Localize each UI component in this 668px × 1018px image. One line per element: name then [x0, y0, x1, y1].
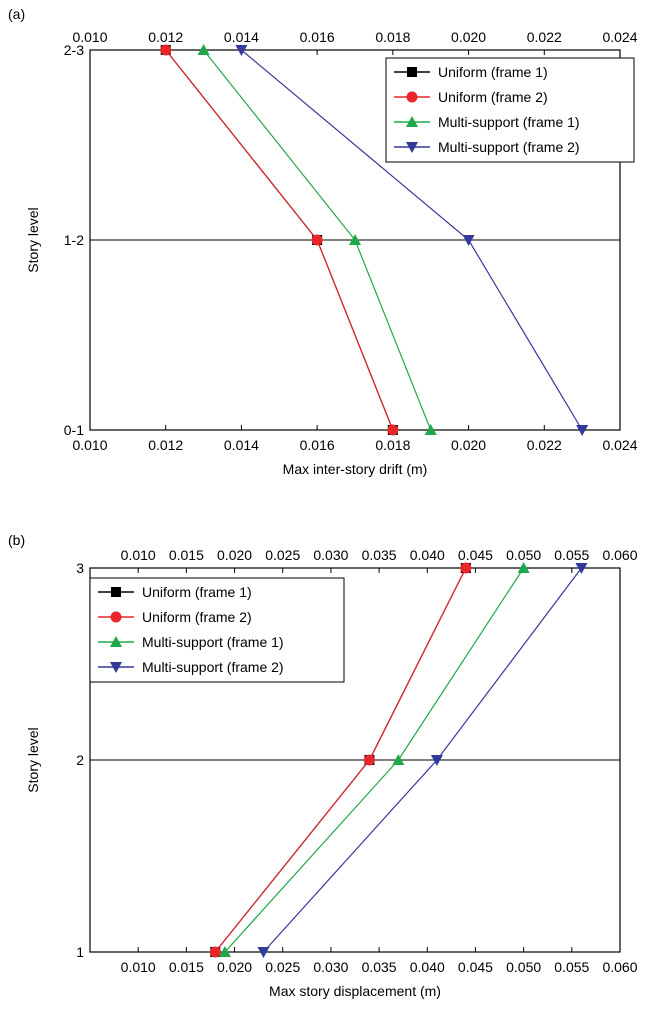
x-tick-label-bottom: 0.060 [602, 959, 637, 975]
y-tick-label: 2-3 [64, 42, 84, 58]
series-4-point [576, 425, 589, 436]
x-tick-label-bottom: 0.020 [217, 959, 252, 975]
x-tick-label-bottom: 0.010 [121, 959, 156, 975]
legend-entry: Uniform (frame 1) [142, 584, 252, 600]
x-tick-label-top: 0.020 [451, 29, 486, 45]
x-tick-label-bottom: 0.025 [265, 959, 300, 975]
x-tick-label-top: 0.045 [458, 547, 493, 563]
series-3-point [197, 44, 210, 55]
series-2-point [460, 562, 472, 574]
legend-marker [110, 662, 122, 673]
x-tick-label-bottom: 0.022 [527, 437, 562, 453]
x-tick-label-top: 0.040 [410, 547, 445, 563]
series-4-point [462, 235, 475, 246]
x-tick-label-top: 0.050 [506, 547, 541, 563]
y-tick-label: 2 [76, 752, 84, 768]
x-tick-label-bottom: 0.018 [375, 437, 410, 453]
x-tick-label-top: 0.035 [362, 547, 397, 563]
x-tick-label-bottom: 0.014 [224, 437, 259, 453]
series-3-point [517, 562, 530, 573]
x-axis-title: Max story displacement (m) [269, 983, 441, 999]
legend-entry: Uniform (frame 1) [438, 64, 548, 80]
legend-marker [406, 91, 418, 103]
x-tick-label-bottom: 0.020 [451, 437, 486, 453]
x-tick-label-top: 0.025 [265, 547, 300, 563]
legend-marker [110, 636, 122, 647]
legend-entry: Multi-support (frame 1) [142, 634, 284, 650]
panel-label-a: (a) [8, 6, 26, 22]
x-tick-label-bottom: 0.012 [148, 437, 183, 453]
x-tick-label-top: 0.060 [602, 547, 637, 563]
y-tick-label: 3 [76, 560, 84, 576]
legend-marker [407, 67, 417, 77]
y-tick-label: 1-2 [64, 232, 84, 248]
legend-box [89, 577, 345, 683]
x-tick-label-top: 0.016 [300, 29, 335, 45]
legend-entry: Multi-support (frame 2) [142, 659, 284, 675]
x-tick-label-top: 0.022 [527, 29, 562, 45]
series-4-point [430, 755, 443, 766]
chart-a: 0.010 0.010 0.012 0.012 0.014 0.014 0.016 0.016… [25, 29, 638, 477]
y-axis-title: Story level [25, 727, 41, 792]
x-tick-label-top: 0.055 [554, 547, 589, 563]
x-tick-label-top: 0.012 [148, 29, 183, 45]
x-tick-label-bottom: 0.016 [300, 437, 335, 453]
legend-entry: Multi-support (frame 1) [438, 114, 580, 130]
y-tick-label: 0-1 [64, 422, 84, 438]
x-tick-label-top: 0.024 [602, 29, 637, 45]
series-2-point [160, 44, 172, 56]
series-3-point [349, 234, 361, 245]
legend-entry: Multi-support (frame 2) [438, 139, 580, 155]
x-tick-label-bottom: 0.055 [554, 959, 589, 975]
x-tick-label-bottom: 0.030 [313, 959, 348, 975]
legend-box [385, 57, 635, 163]
legend-marker [406, 116, 418, 127]
series-2-point [387, 424, 399, 436]
x-tick-label-bottom: 0.035 [362, 959, 397, 975]
chart-b: 0.010 0.010 0.015 0.015 0.020 0.020 0.025 0.025… [25, 547, 638, 999]
series-3-point [218, 946, 231, 957]
y-tick-label: 1 [76, 944, 84, 960]
legend-marker [406, 142, 418, 153]
x-tick-label-top: 0.018 [375, 29, 410, 45]
series-4-point [235, 45, 248, 56]
series-2-point [209, 946, 221, 958]
series-4-point [257, 947, 270, 958]
series-3-point [392, 754, 405, 765]
x-tick-label-bottom: 0.040 [410, 959, 445, 975]
x-tick-label-bottom: 0.024 [602, 437, 637, 453]
x-tick-label-bottom: 0.050 [506, 959, 541, 975]
x-tick-label-top: 0.015 [169, 547, 204, 563]
x-tick-label-top: 0.010 [72, 29, 107, 45]
legend-entry: Uniform (frame 2) [438, 89, 548, 105]
x-tick-label-bottom: 0.010 [72, 437, 107, 453]
x-tick-label-bottom: 0.015 [169, 959, 204, 975]
panel-label-b: (b) [8, 532, 26, 548]
x-axis-title: Max inter-story drift (m) [283, 461, 428, 477]
x-tick-label-top: 0.010 [121, 547, 156, 563]
y-axis-title: Story level [25, 207, 41, 272]
series-3-point [424, 424, 437, 435]
series-4-point [575, 563, 588, 574]
x-tick-label-top: 0.030 [313, 547, 348, 563]
legend-marker [110, 611, 122, 623]
x-tick-label-top: 0.014 [224, 29, 259, 45]
x-tick-label-top: 0.020 [217, 547, 252, 563]
legend-marker [111, 587, 121, 597]
series-2-point [311, 234, 323, 246]
series-2-point [363, 754, 375, 766]
legend-entry: Uniform (frame 2) [142, 609, 252, 625]
x-tick-label-bottom: 0.045 [458, 959, 493, 975]
